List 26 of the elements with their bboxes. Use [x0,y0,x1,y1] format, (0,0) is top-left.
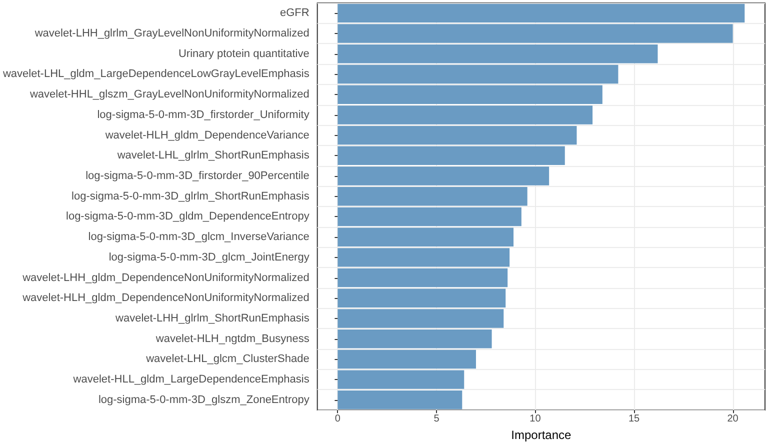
y-tick-label: log-sigma-5-0-mm-3D_glrlm_ShortRunEmphasis [72,190,310,202]
x-tick-label: 5 [434,414,440,425]
y-tick-label: wavelet-LHL_glcm_ClusterShade [145,353,310,366]
y-tick-label: wavelet-HLH_gldm_DependenceVariance [104,129,310,142]
y-tick-label: log-sigma-5-0-mm-3D_firstorder_Uniformity [97,108,310,121]
y-tick-label: wavelet-LHL_glrlm_ShortRunEmphasis [116,150,310,162]
y-tick-label: eGFR [280,7,310,20]
y-tick-label: log-sigma-5-0-mm-3D_firstorder_90Percentile [86,170,310,182]
y-tick-label: wavelet-LHH_gldm_DependenceNonUniformityNormalized [22,272,310,284]
x-tick-label: 20 [727,414,739,425]
y-tick-label: wavelet-HLL_gldm_LargeDependenceEmphasis [72,374,310,386]
y-tick-label: log-sigma-5-0-mm-3D_glcm_InverseVariance [88,231,310,244]
y-tick-label: log-sigma-5-0-mm-3D_glcm_JointEnergy [108,251,310,264]
y-tick-label: wavelet-HLH_ngtdm_Busyness [154,332,310,345]
y-tick-label: wavelet-HLH_gldm_DependenceNonUniformityNormalized [22,292,310,304]
x-tick-label: 15 [628,414,640,425]
y-tick-label: wavelet-HHL_glszm_GrayLevelNonUniformityNormalized [28,88,310,101]
y-tick-label: wavelet-LHH_glrlm_ShortRunEmphasis [114,312,310,325]
y-tick-label: wavelet-LHL_gldm_LargeDependenceLowGrayLevelEmphasis [2,68,310,80]
x-tick-label: 0 [334,414,341,425]
y-tick-label: log-sigma-5-0-mm-3D_glszm_ZoneEntropy [98,394,310,406]
y-tick-label: Urinary ptotein quantitative [178,48,310,60]
y-tick-label: log-sigma-5-0-mm-3D_gldm_DependenceEntropy [66,210,310,223]
x-tick-label: 10 [530,414,542,425]
y-tick-label: wavelet-LHH_glrlm_GrayLevelNonUniformityNormalized [34,28,310,40]
x-axis-title: Importance [511,428,572,442]
